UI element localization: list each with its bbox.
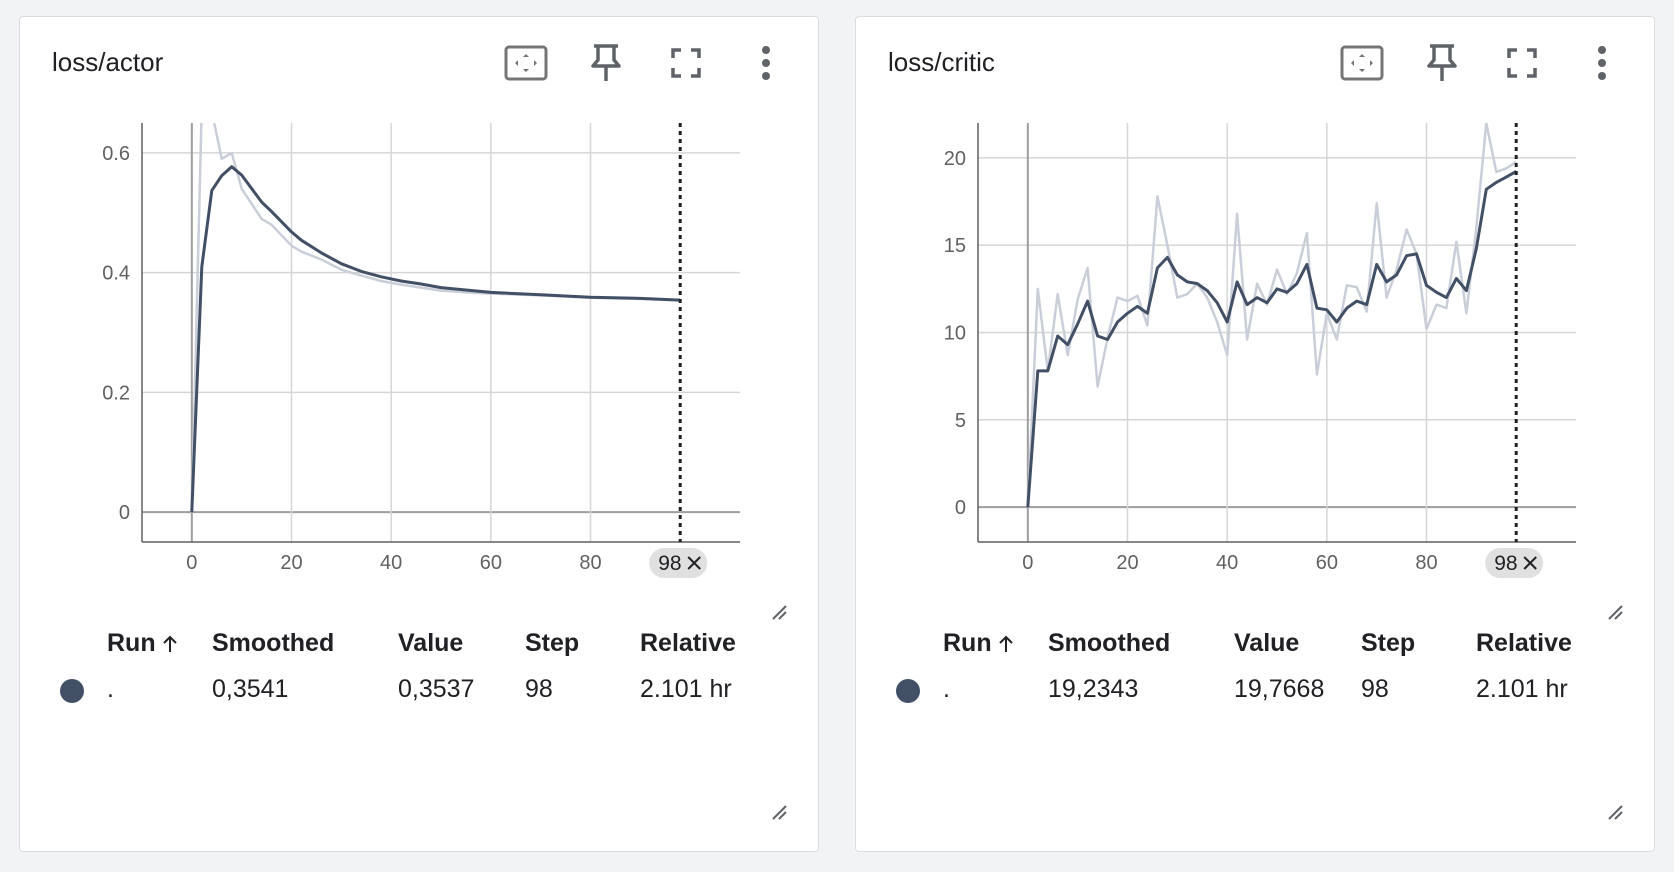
cell-step: 98 [525, 675, 553, 703]
smoothed-series-line [190, 165, 681, 513]
header-relative[interactable]: Relative [640, 629, 736, 657]
header-step[interactable]: Step [525, 629, 580, 657]
step-marker-badge [1485, 548, 1544, 578]
line-chart[interactable]: 0 5 10 15 20 0 20 40 60 80 98 [856, 113, 1656, 633]
x-tick-label: 60 [480, 552, 502, 574]
resize-icon [772, 805, 787, 820]
resize-icon [1608, 805, 1623, 820]
data-table-header: Run Smoothed Value Step Relative [856, 629, 1656, 669]
raw-series-line [190, 123, 681, 513]
pin-icon [1427, 44, 1457, 81]
chart-svg[interactable]: 0 5 10 15 20 0 20 40 60 80 98 [856, 113, 1656, 633]
header-value[interactable]: Value [398, 629, 464, 657]
step-marker-badge [649, 548, 708, 578]
arrow-up-icon [162, 635, 177, 653]
card-title: loss/critic [888, 47, 995, 77]
more-vert-icon [762, 46, 770, 80]
fit-domain-button[interactable] [1340, 41, 1384, 85]
fullscreen-icon [1507, 48, 1537, 78]
card-toolbar [468, 41, 788, 85]
y-tick-label: 10 [944, 323, 966, 345]
more-vert-icon [1598, 46, 1606, 80]
close-icon [1523, 556, 1537, 570]
arrow-up-icon [998, 635, 1013, 653]
x-tick-label: 20 [1116, 552, 1138, 574]
resize-icon [1608, 605, 1623, 620]
x-tick-label: 40 [380, 552, 402, 574]
resize-icon [772, 605, 787, 620]
fullscreen-button[interactable] [1500, 41, 1544, 85]
card-resize-handle[interactable] [1606, 803, 1624, 821]
fit-domain-icon [504, 45, 548, 81]
cell-relative: 2.101 hr [1476, 675, 1568, 703]
more-options-button[interactable] [744, 41, 788, 85]
y-tick-label: 0.2 [102, 382, 130, 404]
run-color-dot [896, 679, 920, 703]
run-color-dot [60, 679, 84, 703]
table-row: . 19,2343 19,7668 98 2.101 hr [856, 675, 1656, 715]
x-tick-label: 0 [186, 552, 197, 574]
x-tick-label: 80 [1415, 552, 1437, 574]
cell-smoothed: 0,3541 [212, 675, 289, 703]
step-marker-label: 98 [1494, 552, 1517, 575]
scalar-card-critic: loss/critic 0 5 10 15 20 0 20 40 60 80 98 [855, 16, 1655, 852]
header-run[interactable]: Run [943, 629, 1014, 658]
cell-run: . [107, 675, 114, 703]
y-tick-label: 0.4 [102, 263, 130, 285]
fullscreen-button[interactable] [664, 41, 708, 85]
card-toolbar [1304, 41, 1624, 85]
cell-step: 98 [1361, 675, 1389, 703]
x-tick-label: 60 [1316, 552, 1338, 574]
x-tick-label: 40 [1216, 552, 1238, 574]
y-tick-label: 0 [955, 497, 966, 519]
pin-icon [591, 44, 621, 81]
data-table-header: Run Smoothed Value Step Relative [20, 629, 820, 669]
y-tick-label: 0.6 [102, 143, 130, 165]
chart-resize-handle[interactable] [770, 603, 788, 621]
pin-button[interactable] [1420, 41, 1464, 85]
smoothed-series-line [1026, 170, 1517, 508]
fit-domain-icon [1340, 45, 1384, 81]
step-marker-label: 98 [658, 552, 681, 575]
raw-series-line [1026, 123, 1517, 508]
y-tick-label: 0 [119, 502, 130, 524]
header-value[interactable]: Value [1234, 629, 1300, 657]
header-smoothed[interactable]: Smoothed [212, 629, 335, 657]
y-tick-label: 20 [944, 148, 966, 170]
cell-value: 19,7668 [1234, 675, 1325, 703]
scalar-card-actor: loss/actor 0 0.2 0.4 0.6 0 20 40 60 80 98 [19, 16, 819, 852]
card-resize-handle[interactable] [770, 803, 788, 821]
cell-smoothed: 19,2343 [1048, 675, 1139, 703]
x-tick-label: 20 [280, 552, 302, 574]
card-title: loss/actor [52, 47, 164, 77]
fit-domain-button[interactable] [504, 41, 548, 85]
pin-button[interactable] [584, 41, 628, 85]
chart-resize-handle[interactable] [1606, 603, 1624, 621]
cell-value: 0,3537 [398, 675, 475, 703]
header-run[interactable]: Run [107, 629, 178, 658]
fullscreen-icon [671, 48, 701, 78]
header-smoothed[interactable]: Smoothed [1048, 629, 1171, 657]
more-options-button[interactable] [1580, 41, 1624, 85]
header-step[interactable]: Step [1361, 629, 1416, 657]
close-icon [687, 556, 701, 570]
cell-run: . [943, 675, 950, 703]
line-chart[interactable]: 0 0.2 0.4 0.6 0 20 40 60 80 98 [20, 113, 820, 633]
header-relative[interactable]: Relative [1476, 629, 1572, 657]
y-tick-label: 15 [944, 235, 966, 257]
table-row: . 0,3541 0,3537 98 2.101 hr [20, 675, 820, 715]
x-tick-label: 0 [1022, 552, 1033, 574]
y-tick-label: 5 [955, 410, 966, 432]
x-tick-label: 80 [579, 552, 601, 574]
chart-svg[interactable]: 0 0.2 0.4 0.6 0 20 40 60 80 98 [20, 113, 820, 633]
cell-relative: 2.101 hr [640, 675, 732, 703]
